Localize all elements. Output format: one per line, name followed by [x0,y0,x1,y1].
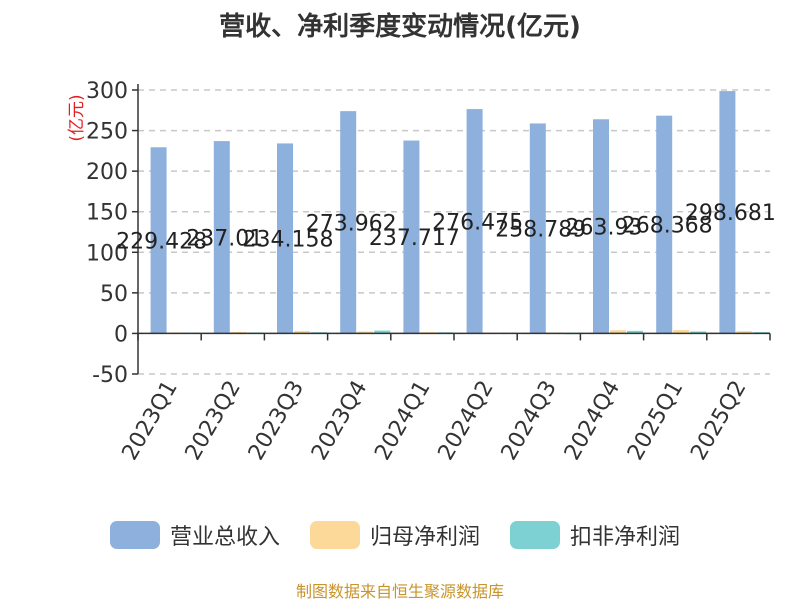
bar-0-7 [593,119,609,334]
bar-2-8 [690,331,707,334]
x-tick-label: 2023Q2 [181,377,246,465]
y-tick-label: 300 [86,79,128,104]
legend-item-net-profit[interactable]: 归母净利润 [310,515,480,555]
y-tick-label: 50 [100,282,128,307]
legend-swatch-net-profit [310,521,360,549]
y-tick-label: -50 [92,363,128,388]
x-tick-label: 2024Q2 [433,377,498,465]
x-tick-label: 2023Q3 [244,377,309,465]
bar-0-2 [277,143,293,334]
legend-swatch-revenue [110,521,160,549]
x-tick-label: 2024Q3 [497,377,562,465]
y-tick-label: 200 [86,160,128,185]
x-tick-label: 2024Q1 [370,377,435,465]
y-tick-label: 0 [114,322,128,347]
legend-item-deducted-profit[interactable]: 扣非净利润 [510,515,680,555]
legend-item-revenue[interactable]: 营业总收入 [110,515,280,555]
legend-swatch-deducted-profit [510,521,560,549]
legend: 营业总收入 归母净利润 扣非净利润 [0,515,800,555]
bar-0-8 [656,115,673,334]
bar-1-8 [673,330,690,334]
bar-2-3 [374,330,391,334]
x-tick-label: 2025Q2 [686,377,751,465]
data-label: 237.01 [186,226,263,251]
bar-1-2 [294,330,310,334]
bar-1-7 [610,330,626,334]
y-tick-label: 100 [86,241,128,266]
x-tick-label: 2023Q4 [307,377,372,465]
bar-0-0 [150,147,167,334]
bar-2-7 [627,330,643,334]
bar-0-5 [466,109,483,334]
y-tick-label: 250 [86,120,128,145]
data-label: 268.368 [622,214,713,239]
source-note: 制图数据来自恒生聚源数据库 [295,582,504,600]
data-label: 276.475 [432,210,523,235]
bar-0-9 [719,91,736,334]
data-label: 258.789 [495,217,586,242]
chart-title: 营收、净利季度变动情况(亿元) [219,12,581,42]
bar-0-4 [403,140,420,334]
data-label: 273.962 [306,211,397,236]
x-tick-label: 2024Q4 [560,377,625,465]
bar-0-6 [529,123,546,334]
data-label: 237.717 [369,226,460,251]
y-axis-label: (亿元) [67,94,87,141]
data-label: 298.681 [685,201,776,226]
bar-0-1 [213,141,230,334]
bar-1-3 [357,331,374,334]
legend-label-net-profit: 归母净利润 [370,525,481,550]
x-tick-label: 2023Q1 [117,377,182,465]
bar-1-9 [736,331,753,334]
y-tick-label: 150 [86,201,128,226]
x-tick-label: 2025Q1 [623,377,688,465]
data-label: 229.428 [116,229,207,254]
bar-0-3 [340,111,357,334]
data-label: 234.158 [243,227,334,252]
legend-label-deducted-profit: 扣非净利润 [570,525,681,550]
data-label: 263.93 [566,215,643,240]
legend-label-revenue: 营业总收入 [170,525,281,550]
